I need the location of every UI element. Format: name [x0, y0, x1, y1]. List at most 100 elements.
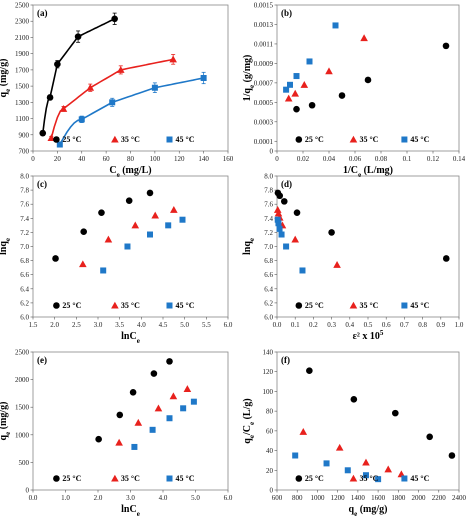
x-tick-label: 0.14 — [453, 155, 466, 163]
y-axis-label: qe/Ce (L/g) — [242, 398, 256, 443]
y-tick-label: 2500 — [15, 2, 30, 10]
data-point — [54, 60, 61, 68]
y-axis-label: lnqe — [242, 238, 256, 255]
x-tick-label: 2.0 — [94, 494, 103, 502]
plot-frame — [32, 175, 229, 318]
panel-label: (a) — [37, 8, 48, 18]
data-point — [59, 105, 68, 112]
panel-label: (e) — [37, 355, 47, 365]
panel-d: 0.0 0.1 0.2 0.3 0.4 0.5 0.6 0.7 0.8 0.9 1.0 6.0 6.2 6… — [242, 173, 464, 343]
legend-marker — [295, 475, 303, 482]
y-tick-label: 6.2 — [264, 299, 273, 307]
y-tick-label: 0 — [270, 487, 274, 495]
data-point — [124, 243, 131, 250]
data-point — [98, 209, 105, 216]
legend-label: 45 °C — [176, 474, 195, 483]
data-point — [109, 99, 116, 106]
y-tick-label: 0.0011 — [254, 40, 273, 48]
y-tick-label: 0 — [26, 487, 30, 495]
data-point — [169, 55, 177, 63]
panel-label: (c) — [37, 179, 47, 189]
x-tick-label: 2000 — [412, 494, 427, 502]
y-tick-label: 7.6 — [264, 201, 273, 209]
legend: 25 °C 35 °C 45 °C — [53, 301, 195, 310]
panel-label: (f) — [281, 355, 290, 365]
data-point — [362, 458, 370, 466]
y-tick-label: 140 — [263, 349, 274, 357]
legend-marker — [401, 302, 408, 309]
x-axis-label: ε² x 105 — [353, 329, 384, 342]
y-tick-label: 7.6 — [20, 201, 29, 209]
legend-label: 35 °C — [121, 301, 140, 310]
legend-label: 35 °C — [121, 474, 140, 483]
x-tick-label: 1000 — [310, 494, 325, 502]
legend-label: 25 °C — [305, 135, 324, 144]
y-tick-label: 7.2 — [264, 229, 273, 237]
y-tick-label: 0.0007 — [254, 79, 274, 87]
plot-frame — [32, 351, 229, 491]
y-axis-label: qe (mg/g) — [0, 59, 12, 98]
y-tick-label: 2000 — [15, 376, 30, 384]
legend-label: 25 °C — [305, 474, 324, 483]
data-point — [360, 34, 368, 42]
data-point — [151, 211, 159, 219]
series-triangle — [115, 385, 192, 446]
x-tick-label: 5.0 — [180, 321, 189, 329]
x-tick-label: 3.0 — [126, 494, 135, 502]
data-point — [323, 460, 330, 467]
x-axis-label: lnCe — [121, 331, 140, 345]
data-point — [166, 415, 173, 422]
y-tick-label: 2500 — [15, 349, 30, 357]
data-point — [79, 260, 87, 268]
x-tick-label: 0.1 — [403, 155, 412, 163]
x-tick-label: 0.06 — [349, 155, 362, 163]
y-tick-label: 0.0013 — [254, 21, 274, 29]
data-point — [154, 404, 163, 412]
data-point — [74, 33, 82, 40]
x-tick-label: 0.08 — [375, 155, 388, 163]
x-tick-label: 1.5 — [29, 321, 38, 329]
y-tick-label: 40 — [266, 447, 274, 455]
data-point — [300, 81, 309, 88]
y-tick-label: 0.0003 — [254, 118, 274, 126]
data-point — [46, 94, 54, 101]
x-tick-label: 2200 — [432, 494, 447, 502]
x-tick-label: 0.12 — [427, 155, 440, 163]
series-circle — [95, 358, 173, 443]
y-tick-label: 0.0001 — [254, 138, 274, 146]
y-axis-label: qe (mg/g) — [0, 402, 12, 441]
series-square — [100, 216, 186, 274]
y-tick-label: 900 — [19, 131, 30, 139]
plot-frame — [276, 175, 460, 318]
panel-c: 1.5 2.0 2.5 3.0 3.5 4.0 4.5 5.0 5.5 6.0 6.0 6.2 6.4 6… — [0, 173, 233, 346]
data-point — [280, 198, 288, 205]
data-point — [111, 15, 118, 23]
y-tick-label: 500 — [19, 459, 30, 467]
legend-marker — [401, 136, 408, 143]
x-tick-label: 0.1 — [291, 321, 300, 329]
data-point — [39, 129, 47, 137]
panel-label: (d) — [281, 179, 292, 189]
legend-label: 45 °C — [176, 135, 195, 144]
x-tick-label: 140 — [198, 155, 209, 163]
series-square — [131, 398, 197, 450]
x-tick-label: 6.0 — [224, 494, 233, 502]
x-tick-label: 6.0 — [224, 321, 233, 329]
data-point — [306, 58, 313, 65]
x-tick-label: 2400 — [452, 494, 467, 502]
legend-label: 35 °C — [121, 135, 140, 144]
y-tick-label: 7.2 — [20, 229, 29, 237]
data-point — [56, 141, 63, 148]
y-tick-label: 1500 — [15, 83, 30, 91]
legend-marker — [166, 475, 173, 482]
data-point — [52, 255, 59, 262]
data-point — [274, 209, 283, 217]
data-point — [375, 476, 382, 483]
y-tick-label: 7.8 — [264, 187, 273, 195]
data-point — [299, 428, 308, 435]
legend-label: 25 °C — [62, 474, 81, 483]
data-point — [278, 231, 285, 238]
legend-label: 35 °C — [359, 301, 378, 310]
x-tick-label: 0.0 — [29, 494, 38, 502]
